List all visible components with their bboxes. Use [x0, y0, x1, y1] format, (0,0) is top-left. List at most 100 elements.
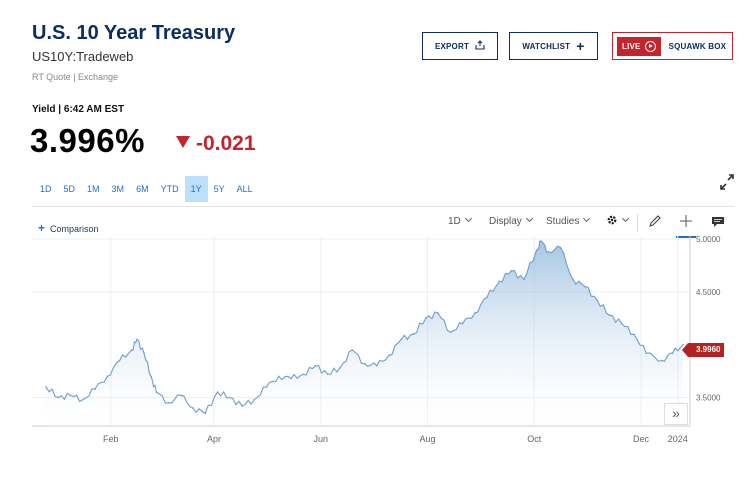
data-point	[486, 296, 488, 298]
data-point	[621, 322, 623, 325]
expand-icon[interactable]	[718, 174, 736, 190]
range-1m[interactable]: 1M	[87, 184, 100, 194]
y-tick-label: 4.5000	[696, 288, 721, 297]
data-point	[363, 362, 366, 365]
page-title: U.S. 10 Year Treasury	[32, 22, 236, 44]
data-point	[69, 394, 72, 397]
data-point	[314, 365, 317, 367]
export-label: EXPORT	[434, 41, 470, 51]
data-point	[82, 398, 84, 401]
gear-icon	[607, 215, 617, 225]
studies-dropdown[interactable]: Studies	[546, 214, 591, 227]
play-icon	[644, 40, 656, 52]
range-6m[interactable]: 6M	[136, 184, 149, 194]
plus-icon: +	[38, 221, 46, 235]
data-point	[425, 317, 427, 320]
settings-dropdown[interactable]	[606, 214, 630, 227]
chevron-down-icon	[525, 214, 533, 223]
scroll-to-latest-button[interactable]: »	[664, 403, 688, 425]
data-point	[596, 299, 599, 302]
data-point	[180, 394, 182, 397]
data-point	[118, 359, 121, 362]
data-point	[388, 354, 390, 357]
data-point	[645, 352, 648, 354]
watchlist-button[interactable]: WATCHLIST +	[509, 32, 598, 60]
data-point	[192, 407, 194, 409]
export-button[interactable]: EXPORT	[422, 32, 498, 60]
range-1d[interactable]: 1D	[40, 184, 52, 194]
data-point	[339, 367, 341, 369]
data-point	[204, 412, 206, 415]
x-tick-label: Oct	[527, 434, 542, 444]
data-point	[540, 240, 543, 243]
data-point	[351, 349, 354, 351]
data-point	[57, 396, 60, 399]
data-point	[253, 398, 255, 401]
squawk-label: SQUAWK BOX	[668, 41, 727, 51]
live-badge: LIVE	[617, 36, 661, 56]
data-point	[241, 405, 243, 407]
x-tick-label: Aug	[419, 434, 435, 444]
data-point	[45, 386, 47, 388]
data-point	[584, 285, 586, 288]
data-point	[167, 402, 170, 404]
comparison-button[interactable]: + Comparison	[38, 221, 99, 235]
data-point	[535, 251, 537, 253]
data-point	[523, 278, 525, 281]
y-tick-label: 5.0000	[696, 236, 721, 244]
range-all[interactable]: ALL	[236, 184, 253, 194]
data-point	[376, 365, 378, 367]
watchlist-label: WATCHLIST	[522, 41, 571, 51]
data-point	[216, 391, 219, 393]
data-point	[412, 333, 415, 335]
chevron-down-icon	[583, 214, 591, 223]
data-point	[661, 359, 663, 362]
data-point	[510, 270, 513, 272]
data-point	[449, 331, 452, 333]
data-point	[608, 314, 611, 316]
series-area	[46, 241, 683, 426]
data-point	[547, 251, 550, 253]
x-tick-label: Jun	[313, 434, 328, 444]
price-change: -0.021	[176, 132, 256, 156]
data-point	[265, 386, 268, 388]
range-5d[interactable]: 5D	[63, 184, 76, 194]
yield-chart[interactable]: Feb Apr Jun Aug Oct Dec 2024 5.0000 4.5000 3.500…	[0, 236, 750, 456]
data-point	[633, 333, 635, 335]
double-chevron-right-icon: »	[672, 405, 680, 421]
comment-icon[interactable]	[711, 215, 725, 233]
data-point	[474, 312, 476, 314]
squawk-box-button[interactable]: LIVE SQUAWK BOX	[612, 32, 733, 60]
toolbar-divider	[32, 206, 734, 207]
y-tick-label: 3.5000	[696, 394, 721, 403]
range-3m[interactable]: 3M	[111, 184, 125, 194]
data-point	[131, 349, 133, 351]
range-selector: 1D 5D 1M 3M 6M YTD 1Y 5Y ALL	[34, 176, 259, 202]
data-point	[461, 322, 464, 325]
quote-source: RT Quote | Exchange	[32, 72, 119, 82]
data-point	[278, 375, 280, 378]
yield-timestamp: Yield | 6:42 AM EST	[32, 104, 125, 115]
crosshair-icon[interactable]	[679, 214, 693, 233]
draw-icon[interactable]	[648, 214, 662, 233]
data-point	[327, 373, 329, 376]
interval-dropdown[interactable]: 1D	[448, 214, 472, 227]
toolbar-separator	[637, 214, 638, 232]
data-point	[136, 338, 138, 341]
data-point	[400, 338, 403, 341]
range-1y[interactable]: 1Y	[184, 176, 208, 202]
last-price: 3.996%	[30, 122, 145, 159]
last-value-tag: 3.9960	[681, 343, 725, 357]
data-point	[150, 375, 152, 378]
data-point	[106, 375, 109, 378]
data-point	[437, 312, 439, 314]
data-point	[671, 352, 674, 354]
data-point	[229, 396, 231, 399]
display-dropdown[interactable]: Display	[489, 214, 533, 227]
plus-icon: +	[576, 38, 585, 54]
data-point	[559, 246, 562, 249]
range-ytd[interactable]: YTD	[160, 184, 179, 194]
range-5y[interactable]: 5Y	[213, 184, 225, 194]
x-tick-label: 2024	[668, 434, 688, 444]
change-value: -0.021	[196, 132, 256, 155]
